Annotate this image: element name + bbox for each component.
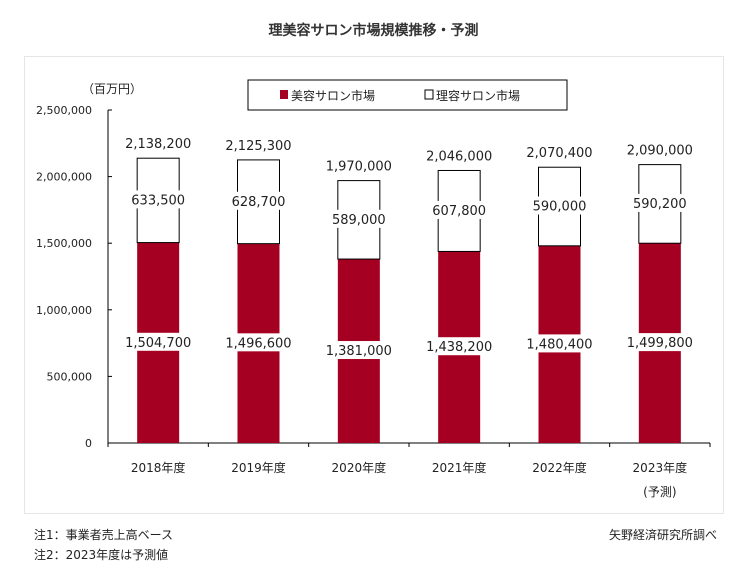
- y-tick-label: 0: [85, 437, 92, 450]
- note-2: 注2：2023年度は予測値: [34, 548, 169, 562]
- data-label-beauty: 1,438,200: [426, 340, 492, 355]
- data-label-beauty-bg: [320, 341, 397, 360]
- data-label-total: 2,046,000: [426, 149, 492, 164]
- data-label-total: 1,970,000: [326, 160, 392, 175]
- data-label-beauty-bg: [220, 333, 297, 352]
- chart-title: 理美容サロン市場規模推移・予測: [268, 23, 479, 39]
- data-label-beauty-bg: [521, 334, 598, 353]
- data-label-beauty: 1,504,700: [125, 336, 191, 351]
- data-label-barber: 589,000: [332, 213, 386, 228]
- data-label-total: 2,125,300: [225, 139, 291, 154]
- y-tick-label: 2,500,000: [36, 104, 92, 117]
- source-note: 矢野経済研究所調べ: [608, 528, 717, 542]
- data-label-total: 2,090,000: [627, 144, 693, 159]
- x-tick-label: 2020年度: [332, 460, 387, 475]
- data-label-barber: 590,200: [633, 197, 687, 212]
- legend-label-beauty: 美容サロン市場: [291, 88, 375, 103]
- data-label-barber-bg: [120, 190, 197, 209]
- x-tick-label: 2022年度: [532, 460, 587, 475]
- data-label-barber: 590,000: [533, 200, 587, 215]
- data-label-beauty: 1,496,600: [225, 336, 291, 351]
- data-label-barber-bg: [220, 191, 297, 210]
- data-label-barber-bg: [320, 209, 397, 228]
- data-label-beauty-bg: [421, 337, 498, 356]
- x-tick-label: 2019年度: [231, 460, 286, 475]
- y-tick-label: 1,000,000: [36, 304, 92, 317]
- data-label-barber-bg: [521, 196, 598, 215]
- legend-box: [247, 79, 568, 111]
- data-label-barber-bg: [621, 193, 698, 212]
- y-tick-label: 1,500,000: [36, 237, 92, 250]
- note-1: 注1：事業者売上高ベース: [34, 528, 174, 542]
- data-label-beauty: 1,480,400: [526, 337, 592, 352]
- data-label-barber-bg: [421, 200, 498, 219]
- data-label-barber: 633,500: [131, 193, 185, 208]
- data-label-total: 2,138,200: [125, 137, 191, 152]
- data-label-barber: 607,800: [432, 204, 486, 219]
- data-label-beauty-bg: [621, 333, 698, 352]
- data-label-beauty-bg: [120, 332, 197, 351]
- x-tick-label: 2018年度: [131, 460, 186, 475]
- x-tick-label: 2021年度: [432, 460, 487, 475]
- data-label-beauty: 1,381,000: [326, 344, 392, 359]
- legend-swatch-barber: [424, 89, 434, 100]
- legend-label-barber: 理容サロン市場: [436, 88, 520, 103]
- y-axis-unit: （百万円）: [82, 82, 142, 96]
- x-tick-label: 2023年度: [633, 460, 688, 475]
- chart-panel: [24, 56, 724, 514]
- data-label-total: 2,070,400: [526, 146, 592, 161]
- y-tick-label: 2,000,000: [36, 171, 92, 184]
- data-label-beauty: 1,499,800: [627, 336, 693, 351]
- y-tick-label: 500,000: [47, 370, 93, 383]
- x-tick-sublabel: (予測): [643, 485, 676, 499]
- data-label-barber: 628,700: [232, 195, 286, 210]
- legend-swatch-beauty: [280, 90, 288, 99]
